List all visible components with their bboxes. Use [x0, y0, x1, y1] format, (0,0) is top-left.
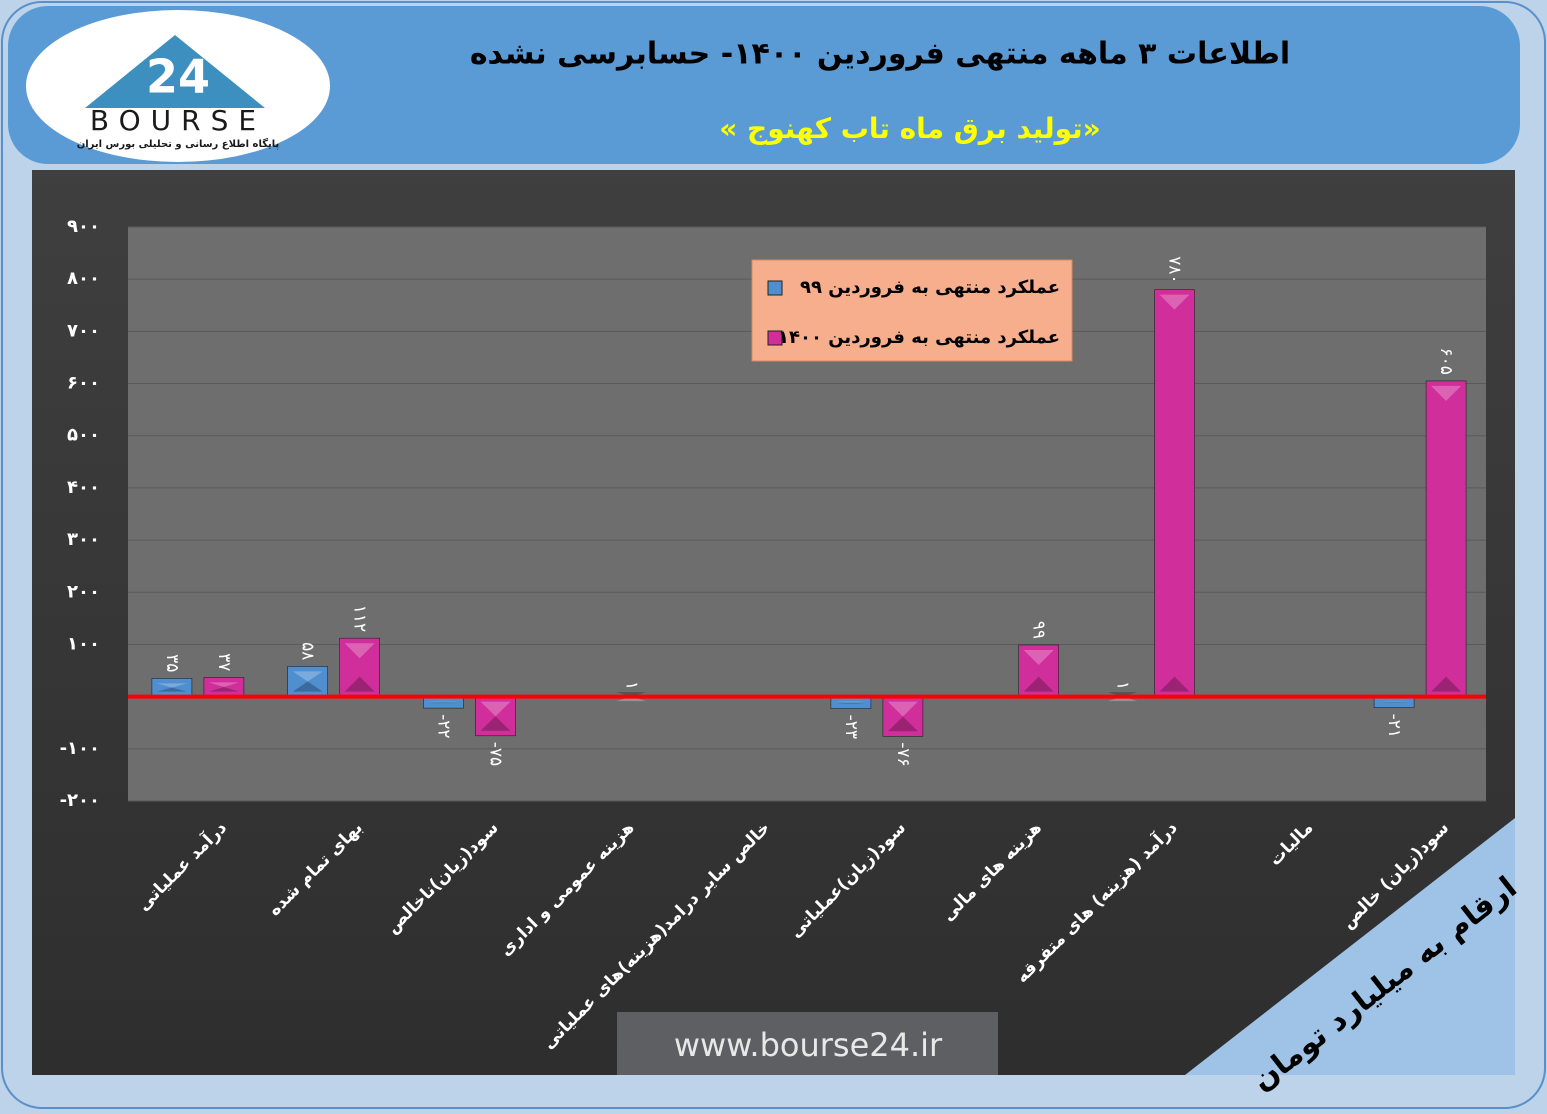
bar [883, 697, 923, 737]
data-label: -۷۶ [893, 742, 913, 766]
data-label: -۲۳ [841, 715, 861, 739]
y-tick-label: -۲۰۰ [60, 790, 100, 811]
source: www.bourse24.ir [674, 1026, 943, 1064]
data-label: -۷۵ [486, 742, 506, 766]
bar [152, 678, 192, 696]
y-tick-label: ۴۰۰ [67, 477, 100, 498]
logo-number: 24 [146, 50, 210, 104]
y-tick-label: ۶۰۰ [67, 373, 100, 394]
data-label: ۱۱۲ [350, 605, 370, 632]
chart-subtitle: «تولید برق ماه تاب کهنوج » [719, 112, 1101, 146]
y-tick-label: ۱۰۰ [67, 633, 100, 654]
y-tick-label: ۳۰۰ [67, 529, 100, 550]
legend-label: عملکرد منتهی به فروردین ۱۴۰۰ [778, 327, 1060, 348]
chart-title: اطلاعات ۳ ماهه منتهی فروردین ۱۴۰۰- حسابر… [470, 37, 1290, 72]
data-label: ۶۰۵ [1436, 348, 1456, 375]
logo-brand: BOURSE [90, 104, 266, 137]
data-label: ۱ [621, 681, 641, 690]
data-label: ۹۹ [1029, 621, 1049, 639]
data-label: ۷۸۰ [1165, 256, 1185, 283]
bar [1426, 381, 1466, 697]
logo-tagline: پایگاه اطلاع رسانی و تحلیلی بورس ایران [77, 137, 280, 150]
bar-body [1155, 290, 1195, 697]
y-tick-label: ۸۰۰ [67, 268, 100, 289]
bar [1019, 645, 1059, 697]
y-tick-label: ۲۰۰ [67, 581, 100, 602]
bar [340, 638, 380, 696]
y-tick-label: -۱۰۰ [60, 738, 100, 759]
bar [288, 666, 328, 696]
bar [1155, 290, 1195, 697]
legend-swatch [768, 281, 782, 295]
data-label: ۱ [1113, 681, 1133, 690]
data-label: -۲۲ [434, 714, 454, 738]
y-tick-label: ۷۰۰ [67, 320, 100, 341]
y-tick-label: ۹۰۰ [67, 216, 100, 237]
data-label: ۵۸ [298, 642, 318, 660]
y-tick-label: ۵۰۰ [67, 425, 100, 446]
data-label: ۳۵ [162, 654, 182, 672]
data-label: ۳۷ [214, 653, 234, 671]
legend-label: عملکرد منتهی به فروردین ۹۹ [800, 277, 1060, 298]
bar [476, 697, 516, 736]
data-label: -۲۱ [1384, 714, 1404, 738]
bar-body [1426, 381, 1466, 697]
bar [204, 677, 244, 696]
